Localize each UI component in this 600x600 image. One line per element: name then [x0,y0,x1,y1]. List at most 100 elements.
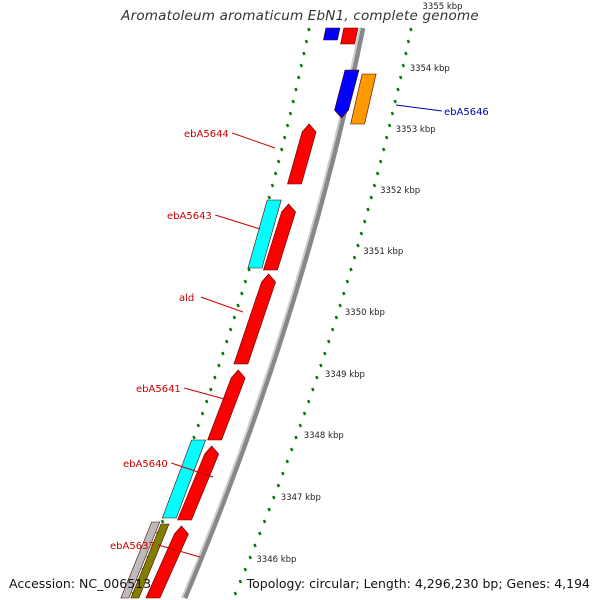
gene-features [120,27,377,599]
gene-label-eba5643: ebA5643 [167,211,212,222]
guide-dot [253,543,257,548]
gene-label-eba5637: ebA5637 [110,541,155,552]
guide-dot [345,279,350,284]
guide-dot [366,207,370,212]
map-title: Aromatoleum aromaticum EbN1, complete ge… [121,8,479,24]
ruler-tick-label: 3355 kbp [423,2,463,12]
gene-block-olive [130,523,170,599]
guide-dot [270,183,275,188]
guide-dot [372,183,377,188]
guide-dot [238,579,243,584]
genome-backbone [180,27,366,599]
gene-block-blue [323,27,341,41]
gene-block-grey [120,521,161,599]
guide-dot [240,291,244,296]
guide-dot [296,75,301,80]
guide-dot [393,99,397,104]
ruler-tick-label: 3354 kbp [410,64,450,74]
gene-block-ebA5637 [145,525,189,599]
guide-dot [248,555,252,560]
guide-dot [281,471,285,476]
guide-dot [273,171,278,176]
guide-dot [359,231,364,236]
leader-line [200,296,244,313]
gene-label-eba5640: ebA5640 [123,459,168,470]
ruler-tick-label: 3346 kbp [256,555,296,565]
accession-text: Accession: NC_006513 [9,576,152,591]
guide-dot [258,531,262,536]
leader-line [215,214,261,230]
guide-dot [209,387,213,392]
guide-dot [285,123,290,128]
guide-dot [236,303,240,308]
guide-dot [243,567,248,572]
ruler-tick-label: 3351 kbp [363,247,403,257]
guide-dot [276,483,281,488]
backbone-outer [182,27,366,599]
gene-label-eba5646: ebA5646 [444,107,489,118]
guide-dot [276,159,281,164]
gene-block-ald [233,273,276,365]
guide-dot [288,111,293,116]
guide-dot [352,255,357,260]
guide-dot [398,75,403,80]
guide-dot [262,519,267,524]
guide-dot [363,219,367,224]
guide-dot [404,51,408,56]
guide-dot [225,339,229,344]
guide-dot [384,135,389,140]
ruler-labels: 3355 kbp 3354 kbp 3353 kbp 3352 kbp 3351 kbp… [256,2,462,565]
guide-dot [307,27,311,32]
gene-block-ebA5643 [262,203,296,271]
ruler-tick-label: 3352 kbp [380,186,420,196]
guide-dot [285,459,289,464]
ruler-tick-label: 3347 kbp [281,493,321,503]
guide-dot [330,327,335,332]
gene-labels: ebA5644 ebA5643 ald ebA5641 ebA5640 ebA5637 eb… [110,107,489,552]
guide-dot [233,591,238,596]
guide-dot [315,375,319,380]
leader-line [232,132,276,149]
guide-dot [192,435,196,440]
guide-dot [294,435,298,440]
guide-dot [200,411,205,416]
guide-dot [243,279,248,284]
guide-dot [327,339,331,344]
rna-block [247,199,282,269]
guide-dot [381,147,386,152]
guide-dot [334,315,339,320]
guide-dot [302,411,307,416]
gene-label-ald: ald [179,293,194,304]
guide-dot [282,135,287,140]
ruler-tick-label: 3350 kbp [345,308,385,318]
gene-block-ebA5644 [287,123,317,185]
guide-dot [267,507,271,512]
guide-dot [409,27,413,32]
label-leaders [158,104,443,558]
guide-dot [304,39,309,44]
leader-line [171,462,214,478]
gene-block-orange [350,73,377,125]
backbone-inner [180,27,361,599]
gene-block-blue [334,69,360,119]
guide-dot [299,63,303,68]
rna-block [161,439,207,519]
ruler-tick-label: 3353 kbp [396,125,436,135]
guide-dot [338,303,342,308]
leader-line [158,544,201,558]
guide-dot [279,147,284,152]
guide-dot [401,63,405,68]
guide-dot [375,171,380,176]
guide-dot [247,267,251,272]
guide-dot [228,327,233,332]
guide-dot [213,375,217,380]
gene-block-ebA5641 [207,369,246,441]
guide-dot [387,123,392,128]
guide-dot [217,363,221,368]
guide-dot [298,423,302,428]
guide-dot [272,495,276,500]
ruler-tick-label: 3348 kbp [304,431,344,441]
guide-dot [302,51,306,56]
guide-dot [349,267,353,272]
gene-block-red [340,27,359,45]
